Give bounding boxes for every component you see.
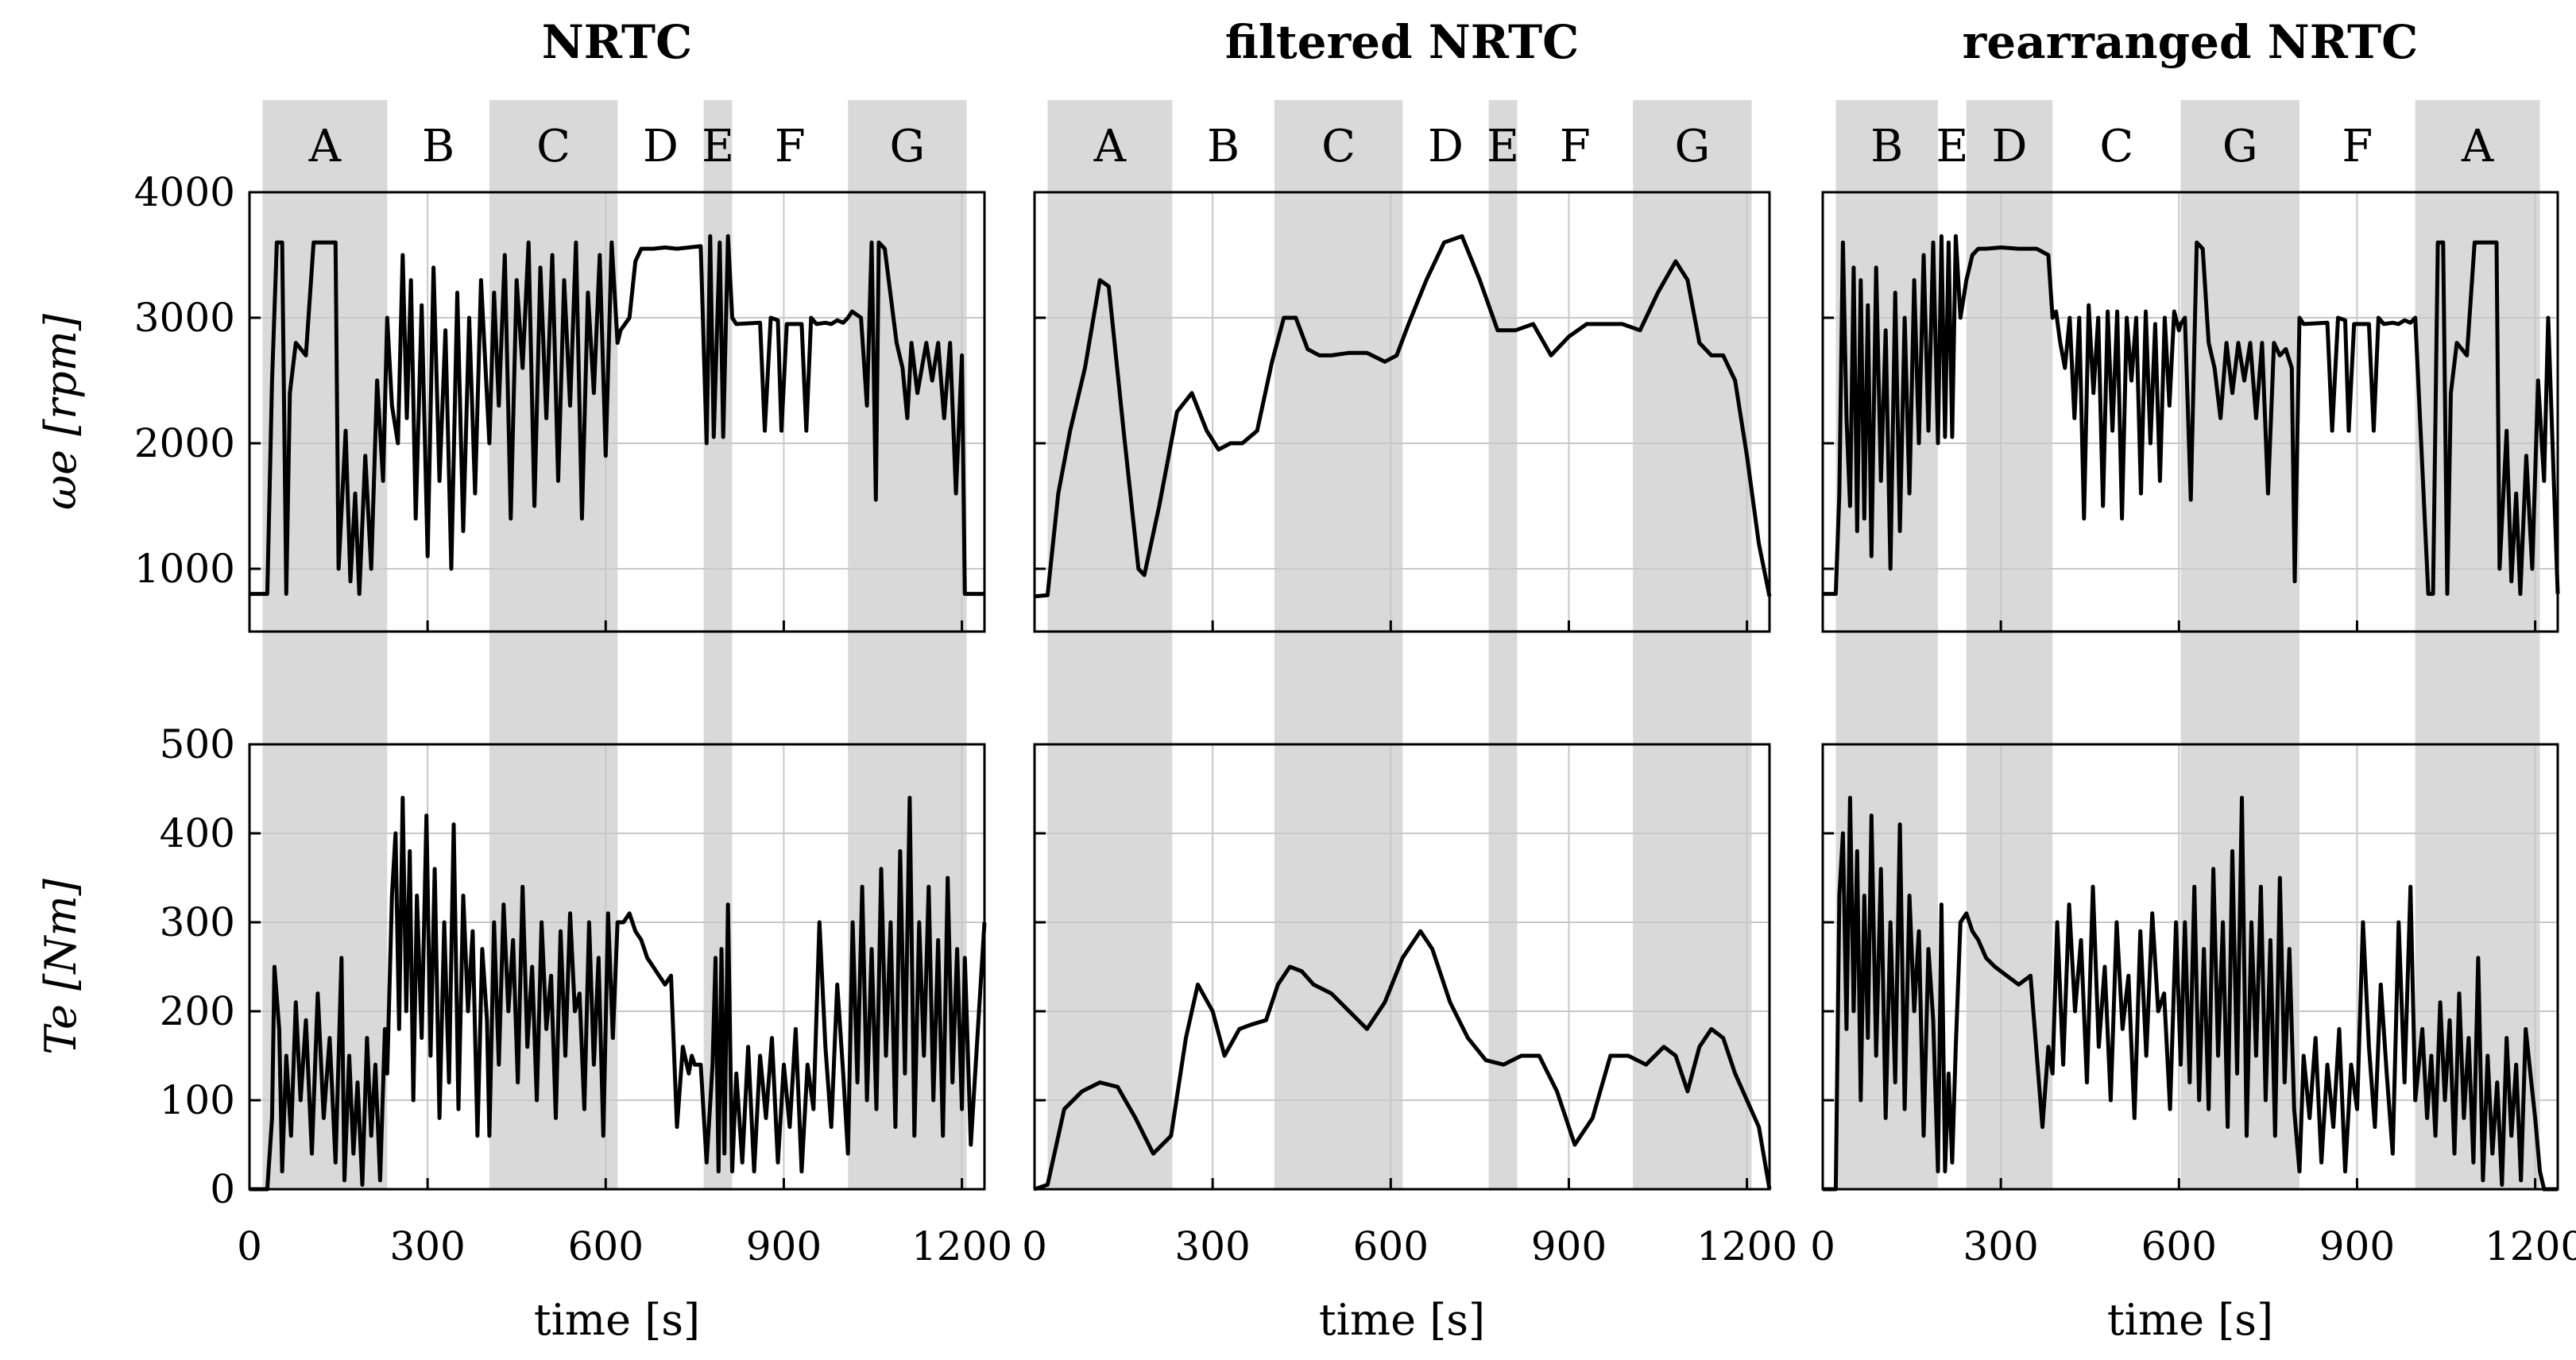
x-tick-label: 900 [1531,1223,1607,1269]
segment-label: E [1936,121,1968,172]
segment-label: D [1428,121,1464,172]
segment-label: B [1870,121,1903,172]
segment-label: C [536,121,571,172]
x-axis-label: time [s] [2107,1295,2273,1345]
x-axis-label: time [s] [534,1295,700,1345]
x-tick-label: 600 [568,1223,644,1269]
torque-series-line [249,795,987,1192]
segment-label: B [1207,121,1240,172]
x-tick-label: 600 [2141,1223,2217,1269]
y-tick-label: 1000 [134,546,235,592]
x-tick-label: 0 [1810,1223,1835,1269]
y-tick-label: 200 [160,988,235,1034]
torque-axes-box [1821,743,2559,1191]
segment-label: F [2342,121,2373,172]
y-tick-label: 300 [160,899,235,945]
chart-title: filtered NRTC [1225,15,1580,69]
y-tick-label: 400 [160,810,235,856]
segment-band [1047,100,1173,1189]
segment-label: D [1992,121,2028,172]
segment-band [1633,100,1752,1189]
y-tick-label: 4000 [134,169,235,215]
y-tick-label: 2000 [134,420,235,466]
segment-label: A [2461,121,2494,172]
speed-axes-box [248,191,986,633]
speed-series-line [1823,234,2560,597]
segment-band [1488,100,1518,1189]
segment-label: G [1675,121,1711,172]
y-tick-label: 100 [160,1077,235,1123]
chart-title: rearranged NRTC [1963,15,2419,69]
segment-label: B [422,121,454,172]
segment-label: C [2099,121,2133,172]
speed-axis-label: ωe [rpm] [36,313,86,510]
speed-series-line [1034,234,1772,599]
speed-axes-box [1033,191,1771,633]
x-axis-label: time [s] [1319,1295,1485,1345]
speed-axes-box [1821,191,2559,633]
segment-band [1966,100,2053,1189]
x-tick-label: 900 [2319,1223,2395,1269]
x-tick-label: 1200 [1696,1223,1797,1269]
segment-band [1274,100,1403,1189]
segment-label: G [2222,121,2258,172]
x-tick-label: 300 [1963,1223,2038,1269]
x-tick-label: 900 [746,1223,822,1269]
segment-label: D [643,121,679,172]
chart-title: NRTC [542,15,693,69]
segment-label: G [890,121,926,172]
segment-label: F [775,121,806,172]
torque-axis-label: Te [Nm] [36,878,86,1054]
x-tick-label: 1200 [911,1223,1012,1269]
torque-series-line [1034,929,1772,1192]
x-tick-label: 1200 [2485,1223,2576,1269]
torque-axes-box [248,743,986,1191]
torque-axes-box [1033,743,1771,1191]
x-tick-label: 300 [1174,1223,1250,1269]
segment-label: C [1321,121,1356,172]
x-tick-label: 600 [1353,1223,1429,1269]
segment-label: F [1560,121,1591,172]
torque-series-line [1823,795,2558,1192]
y-tick-label: 500 [160,721,235,767]
x-tick-label: 0 [1022,1223,1047,1269]
y-tick-label: 3000 [134,295,235,341]
segment-label: A [1093,121,1127,172]
segment-label: E [1487,121,1519,172]
x-tick-label: 0 [237,1223,262,1269]
segment-label: A [308,121,342,172]
x-tick-label: 300 [389,1223,465,1269]
y-tick-label: 0 [210,1166,235,1212]
segment-label: E [702,121,734,172]
speed-series-line [249,234,984,597]
